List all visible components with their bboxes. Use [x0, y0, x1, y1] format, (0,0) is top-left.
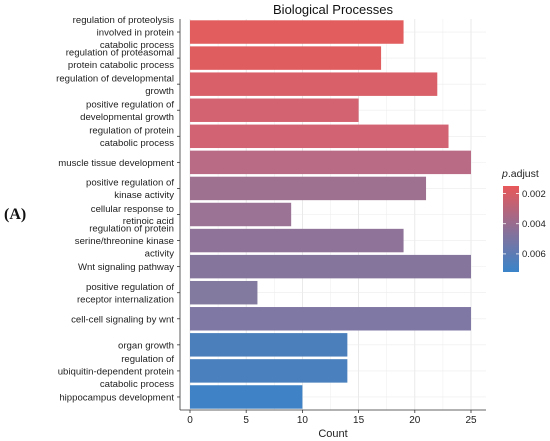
bars — [190, 20, 471, 409]
bar — [190, 359, 348, 383]
x-tick-label: 15 — [353, 415, 365, 426]
x-tick-label: 25 — [465, 415, 477, 426]
category-label: regulation of protein — [89, 224, 174, 235]
category-label: retinoic acid — [123, 216, 174, 227]
legend-title: p.adjust — [501, 168, 539, 180]
x-axis: 0 5 10 15 20 25 — [179, 19, 486, 426]
category-label: kinase activity — [114, 190, 174, 201]
x-tick-label: 5 — [243, 415, 249, 426]
chart-title: Biological Processes — [273, 2, 393, 17]
category-label: muscle tissue development — [58, 158, 174, 169]
category-label: regulation of protein — [89, 126, 174, 137]
bar — [190, 228, 404, 253]
bar — [190, 98, 359, 122]
category-label: catabolic process — [100, 40, 174, 51]
category-label: regulation of — [121, 354, 174, 365]
category-label: positive regulation of — [86, 282, 174, 293]
bar — [190, 124, 449, 149]
category-labels: regulation of proteolysis involved in pro… — [56, 15, 180, 403]
category-label: cellular response to — [91, 204, 174, 215]
x-tick-label: 20 — [409, 415, 421, 426]
category-label: catabolic process — [100, 138, 174, 149]
legend-tick-label: 0.006 — [522, 249, 546, 260]
category-label: cell-cell signaling by wnt — [71, 314, 174, 325]
category-label: serine/threonine kinase — [75, 236, 174, 247]
category-label: involved in protein — [97, 28, 174, 39]
legend-ticks: 0.002 0.004 0.006 — [503, 189, 546, 260]
bar — [190, 254, 471, 279]
legend-tick-label: 0.004 — [522, 219, 546, 230]
category-label: protein catabolic process — [68, 60, 174, 71]
category-label: regulation of proteolysis — [73, 15, 175, 26]
bar — [190, 20, 404, 44]
category-label: hippocampus development — [59, 392, 174, 403]
x-axis-title: Count — [318, 428, 347, 440]
bar — [190, 150, 471, 175]
category-label: growth — [145, 86, 174, 97]
bar — [190, 333, 348, 357]
x-tick-label: 10 — [297, 415, 309, 426]
category-label: regulation of developmental — [56, 73, 174, 84]
category-label: ubiquitin-dependent protein — [58, 366, 174, 377]
legend-tick-label: 0.002 — [522, 189, 546, 200]
bar — [190, 307, 471, 331]
legend-colorbar — [503, 186, 519, 272]
bar — [190, 72, 438, 96]
category-label: developmental growth — [80, 112, 174, 123]
legend-title-italic: p — [501, 168, 508, 180]
bar — [190, 385, 303, 409]
category-label: organ growth — [118, 340, 174, 351]
bar — [190, 202, 292, 227]
legend-title-rest: .adjust — [508, 168, 539, 180]
category-label: receptor internalization — [77, 294, 174, 305]
category-label: activity — [145, 248, 175, 259]
x-tick-label: 0 — [187, 415, 193, 426]
category-label: regulation of proteasomal — [66, 47, 174, 58]
category-label: positive regulation of — [86, 100, 174, 111]
legend: p.adjust 0.002 0.004 0.006 — [501, 168, 546, 272]
bar — [190, 280, 258, 305]
category-label: catabolic process — [100, 379, 174, 390]
bar — [190, 176, 427, 201]
category-label: positive regulation of — [86, 178, 174, 189]
category-label: Wnt signaling pathway — [78, 262, 174, 273]
panel-label: (A) — [4, 206, 27, 223]
bar — [190, 46, 382, 70]
